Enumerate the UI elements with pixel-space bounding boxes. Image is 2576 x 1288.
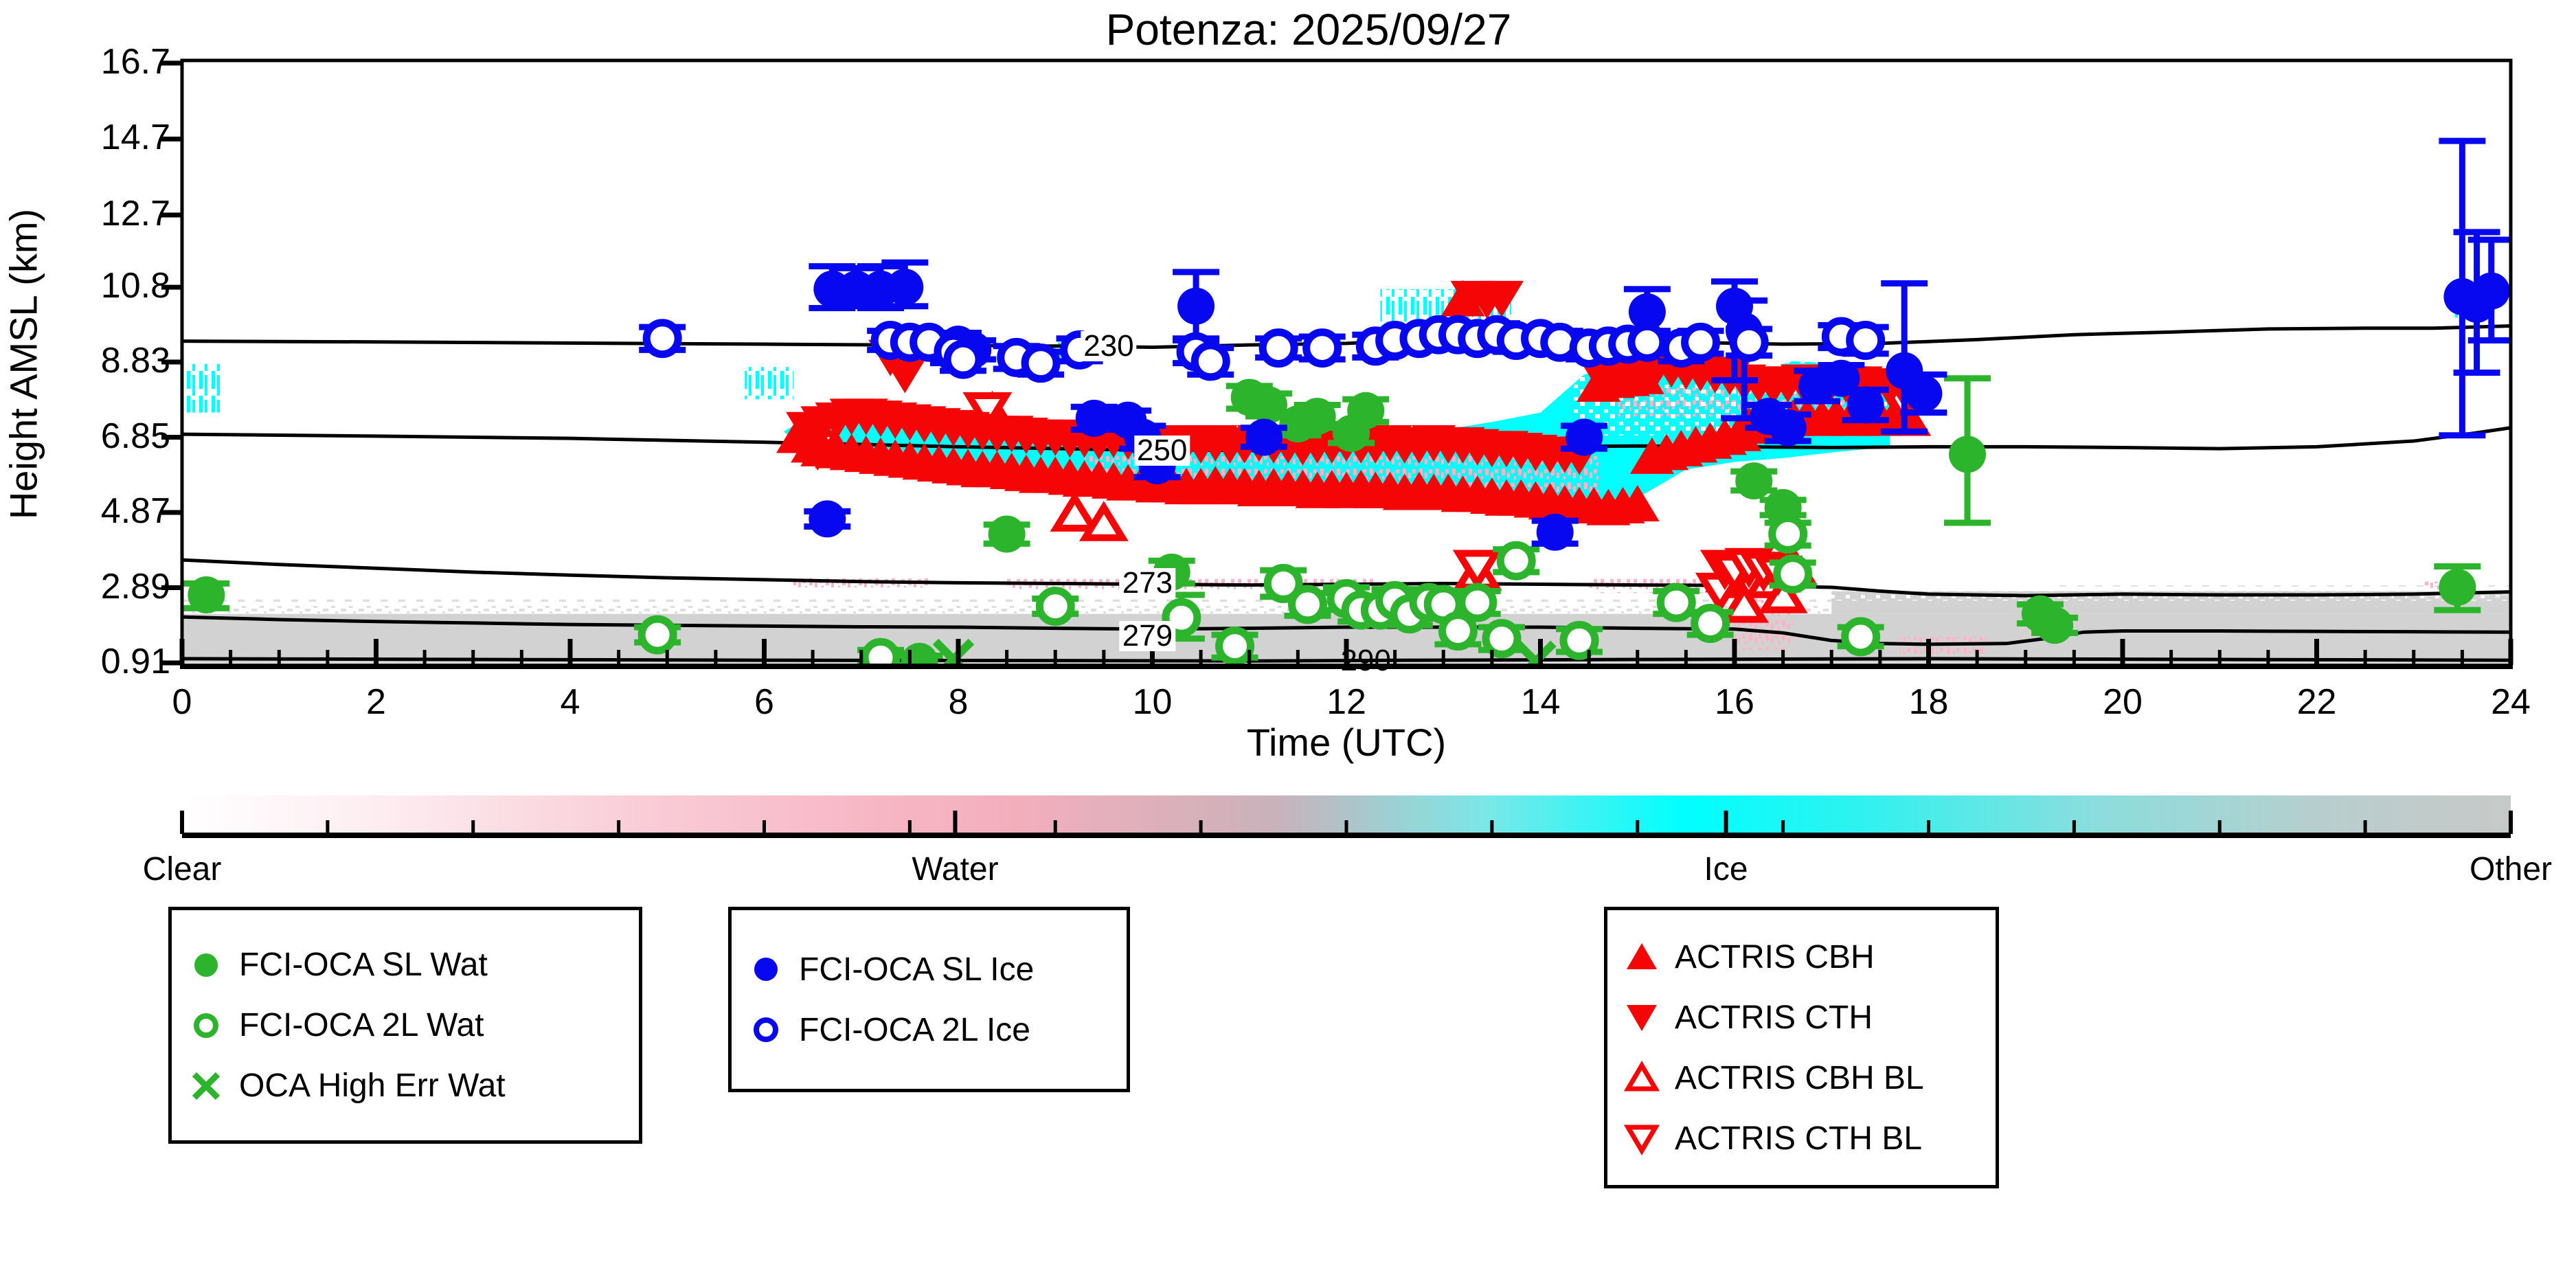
contour-label-290: 290 — [1340, 643, 1391, 677]
legend-item-fci_sl_ice: FCI-OCA SL Ice — [744, 939, 1114, 999]
contour-label-279: 279 — [1119, 620, 1176, 651]
colorbar-label-other: Other — [2469, 851, 2553, 888]
legend-ice-products: FCI-OCA SL Ice FCI-OCA 2L Ice — [728, 907, 1130, 1092]
class-region — [745, 367, 793, 400]
y-tick-label: 10.8 — [100, 266, 170, 306]
x-tick-label: 16 — [1715, 682, 1754, 722]
legend-item-label: OCA High Err Wat — [239, 1067, 506, 1104]
x-tick-label: 24 — [2491, 682, 2531, 722]
legend-actris-products: ACTRIS CBH ACTRIS CTH ACTRIS CBH BL ACTRIS … — [1604, 907, 1999, 1188]
y-tick-label: 12.7 — [100, 194, 170, 234]
tri-down-open-icon — [1623, 1125, 1660, 1155]
y-tick-label: 6.85 — [100, 416, 170, 456]
y-tick-label: 2.89 — [100, 566, 170, 607]
x-tick-label: 6 — [754, 682, 774, 722]
y-tick-label: 8.83 — [100, 341, 170, 381]
x-tick-label: 0 — [172, 682, 192, 722]
legend-item-actris_cth: ACTRIS CTH — [1620, 987, 1983, 1048]
legend-item-label: ACTRIS CBH — [1675, 938, 1875, 975]
x-axis-label: Time (UTC) — [1246, 721, 1447, 764]
class-region — [187, 363, 223, 413]
tri-up-icon — [1627, 943, 1657, 969]
legend-item-label: FCI-OCA 2L Wat — [239, 1007, 484, 1043]
tri-up-open-icon — [1623, 1061, 1660, 1092]
contour-label-230: 230 — [1081, 330, 1137, 361]
circle-open-icon — [754, 1017, 778, 1042]
contour-label-273: 273 — [1119, 568, 1176, 599]
circle-open-icon — [194, 1013, 218, 1038]
x-tick-label: 18 — [1908, 682, 1949, 722]
legend-item-actris_cbh: ACTRIS CBH — [1620, 927, 1983, 987]
x-tick-label: 14 — [1520, 682, 1561, 722]
y-tick-label: 4.87 — [100, 491, 170, 531]
legend-item-fci_sl_wat: FCI-OCA SL Wat — [184, 935, 626, 995]
isotherm-230 — [182, 324, 2511, 349]
series-actris_cbh — [776, 280, 1932, 526]
y-tick-label: 14.7 — [100, 117, 170, 158]
x-tick-label: 8 — [948, 682, 969, 722]
colorbar-label-water: Water — [912, 851, 999, 888]
series-fci_sl_ice — [804, 137, 2511, 551]
legend-item-label: ACTRIS CTH — [1675, 999, 1873, 1036]
chart-title: Potenza: 2025/09/27 — [1105, 5, 1512, 54]
legend-item-oca_higherr_wat: OCA High Err Wat — [184, 1056, 626, 1116]
x-tick-label: 12 — [1326, 682, 1366, 722]
colorbar — [180, 795, 2513, 838]
y-tick-label: 0.91 — [100, 642, 170, 681]
x-tick-label: 2 — [366, 682, 386, 722]
legend-item-label: FCI-OCA SL Wat — [239, 947, 488, 983]
circle-icon — [754, 958, 778, 981]
series-oca_higherr_wat — [932, 638, 1557, 666]
tri-down-icon — [1627, 1005, 1657, 1031]
contour-label-250: 250 — [1133, 435, 1190, 466]
colorbar-label-clear: Clear — [142, 851, 222, 888]
x-icon — [192, 1072, 221, 1100]
axes — [161, 58, 2513, 669]
legend-water-products: FCI-OCA SL Wat FCI-OCA 2L Wat OCA High Err… — [168, 907, 642, 1144]
legend-item-actris_cth_bl: ACTRIS CTH BL — [1620, 1108, 1983, 1168]
y-tick-label: 16.7 — [100, 41, 170, 82]
legend-item-fci_2l_ice: FCI-OCA 2L Ice — [744, 999, 1114, 1060]
series-fci_2l_wat — [634, 515, 1884, 666]
colorbar-label-ice: Ice — [1704, 851, 1748, 888]
circle-icon — [194, 953, 218, 977]
x-tick-label: 20 — [2103, 682, 2143, 722]
y-axis-label: Height AMSL (km) — [1, 208, 45, 520]
legend-item-fci_2l_wat: FCI-OCA 2L Wat — [184, 995, 626, 1056]
isotherm-273 — [182, 558, 2511, 598]
series-fci_2l_ice — [639, 315, 1889, 383]
x-tick-label: 4 — [560, 682, 580, 722]
legend-item-actris_cbh_bl: ACTRIS CBH BL — [1620, 1048, 1983, 1108]
series-fci_sl_wat — [183, 375, 2481, 666]
legend-item-label: ACTRIS CTH BL — [1675, 1120, 1923, 1157]
plot-area — [182, 137, 2511, 666]
legend-item-label: FCI-OCA SL Ice — [799, 951, 1035, 988]
x-tick-label: 10 — [1132, 682, 1173, 722]
x-tick-label: 22 — [2296, 682, 2337, 722]
legend-item-label: FCI-OCA 2L Ice — [799, 1011, 1030, 1048]
legend-item-label: ACTRIS CBH BL — [1675, 1059, 1924, 1096]
